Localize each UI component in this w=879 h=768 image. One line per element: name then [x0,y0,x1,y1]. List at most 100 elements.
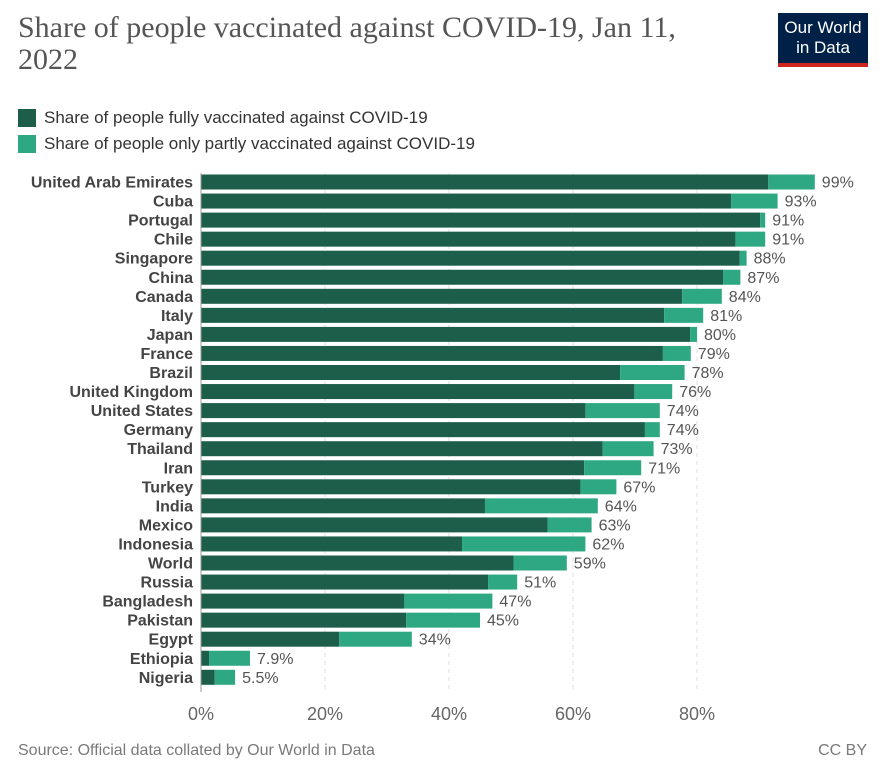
bar-fully [201,460,585,476]
value-label: 93% [785,194,817,211]
bar-fully [201,193,732,209]
logo-line-2: in Data [796,38,850,57]
bar-fully [201,345,663,361]
bar-fully [201,231,736,247]
category-label: Bangladesh [102,594,193,611]
bar-partly [462,536,586,552]
x-tick-label: 0% [188,704,214,724]
value-label: 5.5% [242,670,278,687]
chart-title: Share of people vaccinated against COVID… [18,11,676,76]
bar-partly [406,612,480,628]
value-label: 87% [747,270,779,287]
bar-partly [735,231,766,247]
value-label: 76% [679,384,711,401]
bar-partly [488,574,518,590]
license-label[interactable]: CC BY [818,742,867,759]
value-label: 64% [605,498,637,515]
category-label: Ethiopia [130,651,193,668]
legend-swatch-fully [18,109,36,127]
bar-fully [201,250,740,266]
bar-partly [584,460,642,476]
bar-partly [214,669,236,685]
category-label: Thailand [127,441,193,458]
legend-item-partly[interactable]: Share of people only partly vaccinated a… [18,131,475,157]
category-label: Japan [147,327,193,344]
bar-partly [339,631,412,647]
bar-fully [201,574,489,590]
bar-fully [201,326,691,342]
value-label: 59% [574,556,606,573]
bar-partly [662,345,691,361]
category-label: Nigeria [139,670,193,687]
category-label: United Arab Emirates [31,175,193,192]
bar-fully [201,384,635,400]
category-label: China [149,270,194,287]
category-label: Egypt [149,632,194,649]
legend-item-fully[interactable]: Share of people fully vaccinated against… [18,105,475,131]
value-label: 45% [487,613,519,630]
value-label: 71% [648,460,680,477]
logo-line-1: Our World [784,18,862,37]
bar-partly [768,174,815,190]
bar-partly [585,403,660,419]
value-label: 51% [524,575,556,592]
bar-fully [201,612,407,628]
category-label: Mexico [139,517,193,534]
category-label: Russia [141,575,194,592]
bar-fully [201,288,683,304]
legend-swatch-partly [18,135,36,153]
value-label: 74% [667,422,699,439]
bar-fully [201,593,405,609]
bar-fully [201,631,340,647]
source-note: Source: Official data collated by Our Wo… [18,742,375,759]
category-label: Germany [124,422,193,439]
bar-fully [201,536,463,552]
x-tick-label: 40% [431,704,467,724]
bar-partly [404,593,493,609]
bar-fully [201,479,581,495]
bar-fully [201,422,645,438]
category-label: Turkey [142,479,193,496]
category-label: Chile [154,232,193,249]
category-label: Brazil [149,365,193,382]
bar-partly [731,193,778,209]
bar-fully [201,174,769,190]
category-label: Italy [161,308,193,325]
category-label: Indonesia [118,536,193,553]
category-label: Pakistan [127,613,193,630]
value-label: 34% [419,632,451,649]
category-label: Cuba [153,194,193,211]
bar-partly [723,269,741,285]
bar-partly [644,422,660,438]
bar-fully [201,498,485,514]
category-label: United States [91,403,193,420]
bar-fully [201,403,586,419]
value-label: 80% [704,327,736,344]
bar-partly [602,441,654,457]
bar-fully [201,669,215,685]
bar-fully [201,212,761,228]
owid-logo[interactable]: Our World in Data [778,13,868,67]
category-label: Portugal [128,213,193,230]
bar-chart: 0% 20% 40% 60% 80% United Arab Emirates 99% Cub… [31,173,854,724]
value-label: 74% [667,403,699,420]
bar-partly [547,517,592,533]
bar-partly [484,498,598,514]
value-label: 88% [754,251,786,268]
bar-fully [201,555,514,571]
bar-partly [664,307,704,323]
bar-partly [634,384,673,400]
bar-partly [209,650,250,666]
bar-fully [201,269,724,285]
legend-label-partly: Share of people only partly vaccinated a… [44,134,475,153]
category-label: India [156,498,193,515]
value-label: 62% [592,536,624,553]
bar-fully [201,441,603,457]
bar-partly [620,365,685,380]
bar-partly [690,326,697,342]
bar-partly [760,212,766,228]
x-tick-label: 20% [307,704,343,724]
value-label: 81% [710,308,742,325]
category-label: Canada [135,289,193,306]
value-label: 99% [822,175,854,192]
